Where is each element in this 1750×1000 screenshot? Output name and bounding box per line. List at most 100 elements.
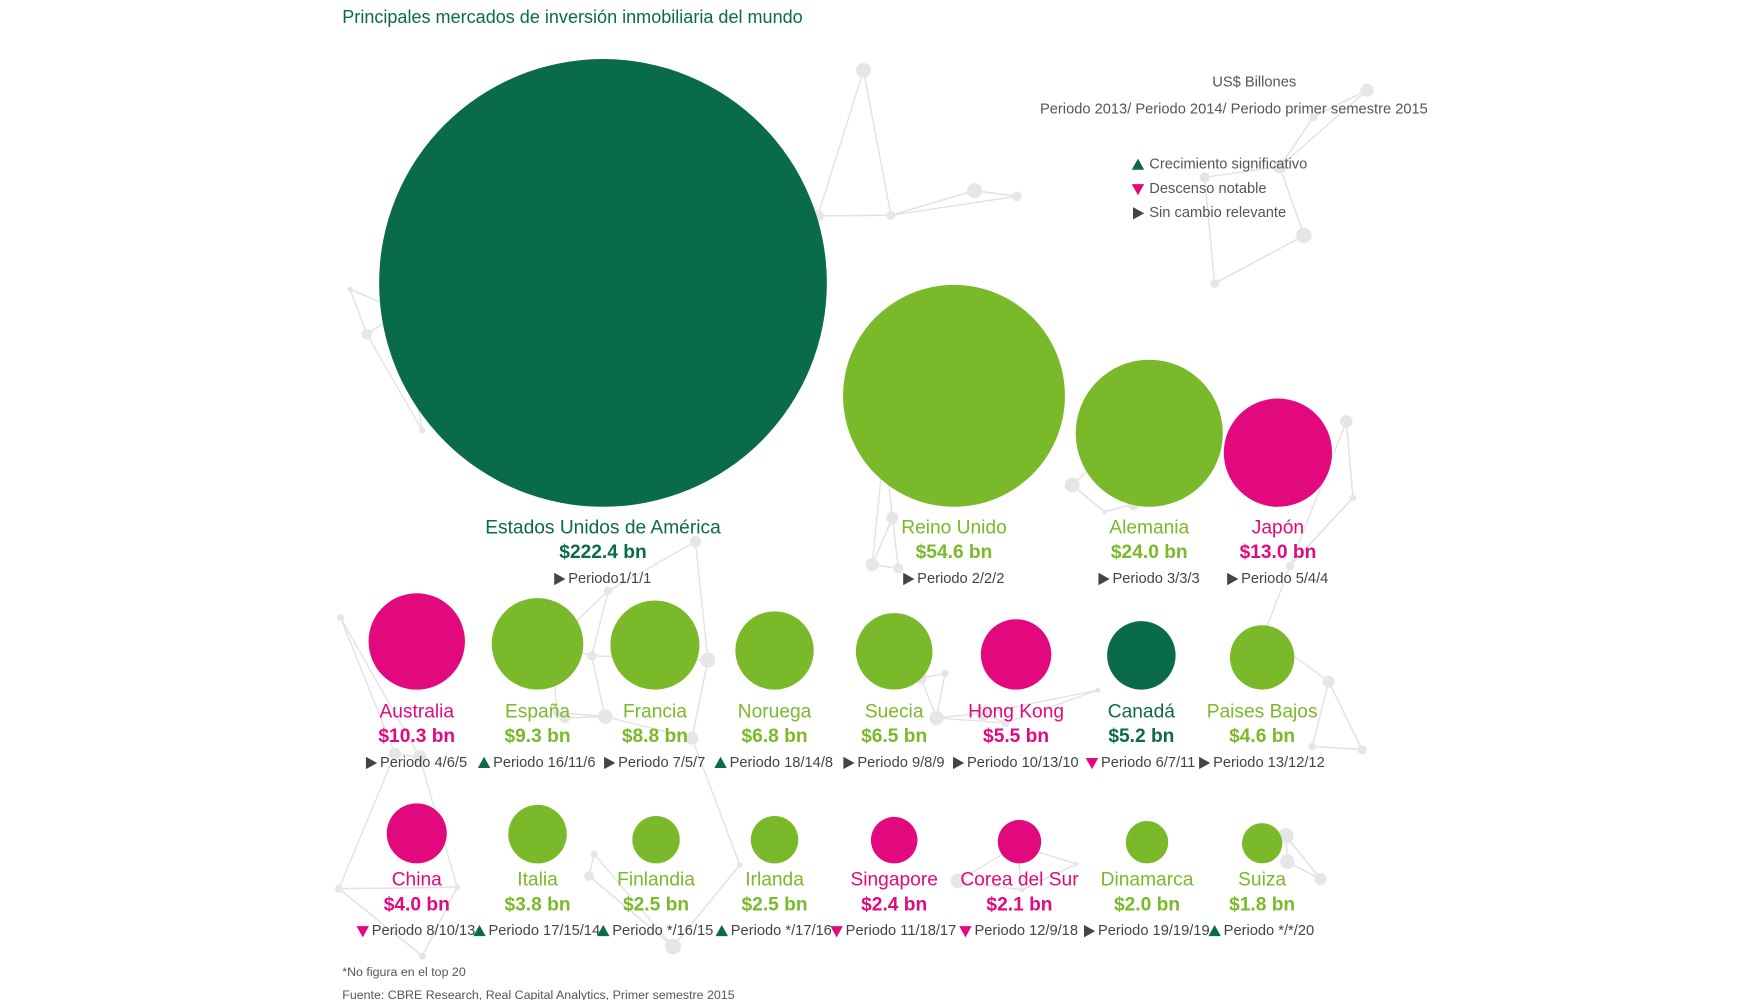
bubble <box>855 613 933 690</box>
bubble <box>368 593 465 690</box>
network-node <box>584 871 594 881</box>
market-name: Alemania <box>1109 517 1189 538</box>
trend-icon <box>1199 756 1211 770</box>
value-label: $5.2 bn <box>1108 726 1174 747</box>
value-label: $4.6 bn <box>1229 726 1295 747</box>
value-label: $54.6 bn <box>916 542 993 563</box>
market-name: Italia <box>517 869 558 890</box>
market-name: Suiza <box>1238 869 1286 890</box>
network-node <box>941 669 949 678</box>
network-link <box>338 753 396 889</box>
bubble <box>980 619 1052 690</box>
network-node <box>337 614 345 622</box>
period-label: Periodo 12/9/18 <box>974 923 1077 939</box>
network-node <box>1357 745 1367 755</box>
network-node <box>603 586 613 596</box>
bubble <box>843 284 1065 507</box>
bubble <box>1229 625 1295 690</box>
bubble <box>379 59 827 507</box>
network-node <box>685 731 699 745</box>
network-link <box>1311 681 1330 747</box>
network-node <box>1322 675 1335 688</box>
bubble <box>870 816 918 864</box>
trend-icon <box>1098 572 1110 586</box>
bubble <box>750 815 799 864</box>
network-node <box>586 651 597 661</box>
value-label: $2.5 bn <box>742 894 808 915</box>
period-label: Periodo */17/16 <box>731 923 832 939</box>
bubble <box>508 804 567 864</box>
chart-body: Principales mercados de inversión inmobi… <box>342 7 1428 1000</box>
network-node <box>929 710 944 726</box>
value-label: $1.8 bn <box>1229 894 1295 915</box>
network-link <box>890 189 975 216</box>
bubble <box>1125 820 1169 864</box>
network-link <box>1005 689 1099 724</box>
period-label: Periodo 7/5/7 <box>618 755 705 771</box>
period-label: Periodo 3/3/3 <box>1112 571 1199 587</box>
network-node <box>361 328 373 340</box>
trend-icon <box>903 572 915 586</box>
network-link <box>338 886 458 890</box>
bubble <box>632 815 680 864</box>
chart-title: Principales mercados de inversión inmobi… <box>342 7 802 27</box>
period-label: Periodo */*/20 <box>1224 923 1314 939</box>
bubble <box>386 803 447 864</box>
market-name: Reino Unido <box>901 517 1007 538</box>
network-link <box>607 541 696 592</box>
period-label: Periodo 9/8/9 <box>857 755 944 771</box>
trend-icon <box>1131 158 1145 170</box>
value-label: $222.4 bn <box>559 542 646 563</box>
trend-icon <box>714 756 727 768</box>
network-node <box>419 427 426 434</box>
network-link <box>1263 565 1291 635</box>
network-link <box>1203 177 1216 284</box>
value-label: $9.3 bn <box>504 726 570 747</box>
network-node <box>1073 861 1079 867</box>
network-link <box>862 70 892 216</box>
period-label: Periodo 10/13/10 <box>967 755 1079 771</box>
network-link <box>339 617 421 758</box>
network-link <box>871 517 894 565</box>
value-label: $2.4 bn <box>861 894 927 915</box>
network-link <box>593 853 674 947</box>
network-node <box>886 210 896 220</box>
value-label: $6.5 bn <box>861 726 927 747</box>
trend-icon <box>477 756 491 768</box>
trend-icon <box>1227 572 1239 586</box>
network-node <box>1095 687 1101 693</box>
network-link <box>588 875 674 947</box>
network-link <box>338 888 423 957</box>
network-link <box>590 655 606 717</box>
period-label: Periodo 5/4/4 <box>1241 571 1328 587</box>
market-name: Japón <box>1252 517 1304 538</box>
market-name: Hong Kong <box>968 701 1064 722</box>
market-name: Irlanda <box>745 869 804 890</box>
trend-icon <box>604 756 616 770</box>
network-link <box>672 864 741 947</box>
network-node <box>552 708 561 717</box>
trend-icon <box>1085 758 1099 770</box>
network-link <box>1345 421 1354 498</box>
network-link <box>1313 89 1368 118</box>
network-link <box>817 70 865 217</box>
period-label: Periodo 2/2/2 <box>917 571 1004 587</box>
trend-icon <box>356 926 369 938</box>
network-node <box>454 884 461 891</box>
trend-icon <box>554 572 566 586</box>
network-node <box>1199 172 1210 183</box>
period-label: Periodo 11/18/17 <box>846 923 957 939</box>
trend-icon <box>1131 184 1145 196</box>
trend-icon <box>953 756 965 770</box>
trend-icon <box>715 924 728 937</box>
network-node <box>1296 227 1312 244</box>
source-note: Fuente: CBRE Research, Real Capital Anal… <box>342 988 734 1000</box>
network-link <box>936 712 984 719</box>
value-label: $2.5 bn <box>623 894 689 915</box>
network-node <box>1309 112 1318 121</box>
network-link <box>983 689 1099 714</box>
network-link <box>366 333 423 431</box>
footnote: *No figura en el top 20 <box>342 965 466 979</box>
network-node <box>1272 159 1287 174</box>
network-node <box>736 862 743 869</box>
